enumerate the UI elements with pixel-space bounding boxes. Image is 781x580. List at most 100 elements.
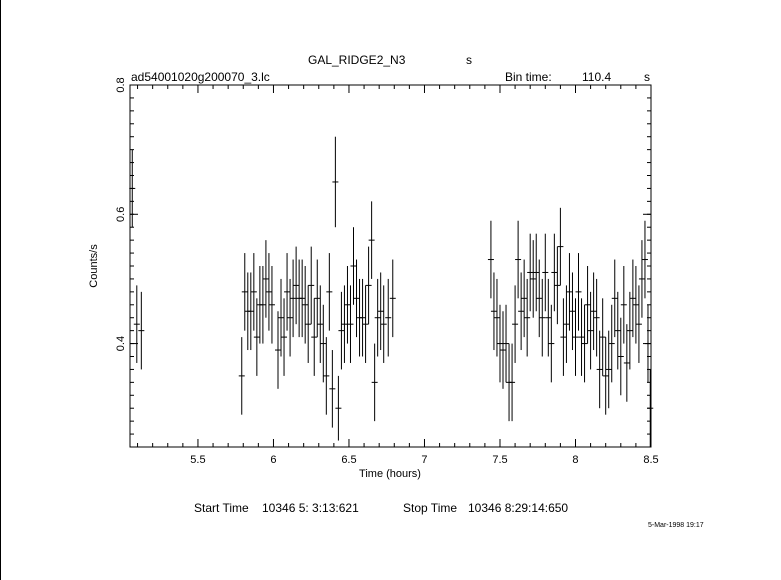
data-point (138, 291, 145, 370)
data-point (554, 246, 561, 325)
data-point (629, 259, 636, 338)
y-tick-label: 0.4 (115, 336, 127, 351)
x-tick-label: 8 (572, 454, 578, 466)
file-name: ad54001020g200070_3.lc (131, 70, 270, 84)
x-tick-label: 6.5 (341, 454, 356, 466)
data-point (278, 278, 285, 357)
stop-time-label: Stop Time (403, 501, 458, 515)
data-point (638, 240, 645, 318)
bin-time-label: Bin time: (505, 70, 552, 84)
data-point (527, 233, 534, 312)
data-point (129, 149, 136, 228)
bin-time-unit: s (644, 70, 650, 84)
data-point (323, 337, 330, 415)
data-point (515, 220, 522, 299)
data-point (590, 272, 597, 351)
x-tick-label: 7.5 (492, 454, 507, 466)
data-point (496, 304, 503, 383)
data-point (512, 285, 519, 363)
data-point (557, 207, 564, 286)
data-point (578, 298, 585, 376)
window-left-edge (0, 0, 1, 580)
data-point (250, 253, 257, 331)
date-stamp: 5-Mar-1998 19:17 (648, 522, 704, 529)
x-axis-label: Time (hours) (359, 468, 421, 480)
data-point (626, 291, 633, 370)
start-time-label: Start Time (194, 501, 249, 515)
data-point (599, 298, 606, 376)
data-point (560, 298, 567, 376)
data-point (380, 285, 387, 363)
y-tick-label: 0.6 (115, 207, 127, 222)
data-point (524, 278, 531, 357)
data-point (575, 253, 582, 331)
data-point (259, 266, 266, 344)
data-point (359, 278, 366, 357)
axis-ticks: 5.5 6 6.5 7 7.5 8 8.5 0.4 0.6 0.8 (115, 77, 659, 466)
data-point (344, 266, 351, 344)
data-point (644, 304, 651, 383)
bin-time-value: 110.4 (582, 70, 612, 84)
data-points (129, 136, 654, 447)
data-point (641, 220, 648, 299)
data-point (389, 259, 396, 338)
data-point (587, 291, 594, 370)
data-point (268, 266, 275, 344)
data-point (605, 330, 612, 409)
data-point (362, 285, 369, 363)
data-point (493, 278, 500, 357)
data-point (593, 278, 600, 357)
data-point (238, 337, 245, 415)
data-point (521, 259, 528, 338)
data-point (542, 233, 549, 312)
data-point (371, 343, 378, 422)
data-point (377, 272, 384, 351)
data-point (572, 298, 579, 376)
data-point (308, 246, 315, 325)
data-point (374, 278, 381, 357)
data-point (548, 304, 555, 383)
data-point (133, 285, 140, 363)
data-point (350, 227, 357, 305)
data-point (281, 298, 288, 376)
data-point (253, 298, 260, 376)
data-point (385, 278, 392, 357)
data-point (611, 259, 618, 338)
data-point (563, 285, 570, 363)
data-point (596, 330, 603, 409)
data-point (317, 285, 324, 363)
data-point (632, 266, 639, 344)
data-point (569, 272, 576, 351)
start-time-value: 10346 5: 3:13:621 (262, 501, 359, 515)
data-point (320, 304, 327, 383)
x-tick-label: 5.5 (190, 454, 205, 466)
data-point (247, 272, 254, 351)
data-point (500, 311, 507, 389)
data-point (551, 233, 558, 312)
data-point (332, 136, 339, 228)
data-point (581, 304, 588, 383)
data-point (347, 285, 354, 363)
data-point (503, 304, 510, 383)
data-point (539, 278, 546, 357)
data-point (623, 324, 630, 402)
data-point (509, 343, 516, 422)
data-point (584, 266, 591, 344)
data-point (241, 253, 248, 331)
data-point (290, 259, 297, 338)
data-point (311, 298, 318, 376)
title-unit: s (466, 53, 472, 67)
data-point (530, 240, 537, 318)
data-point (287, 278, 294, 357)
data-point (533, 233, 540, 312)
x-tick-label: 8.5 (643, 454, 658, 466)
stop-time-value: 10346 8:29:14:650 (468, 501, 569, 515)
chart-title: GAL_RIDGE2_N3 (308, 53, 406, 67)
data-point (368, 201, 375, 279)
data-point (365, 246, 372, 325)
data-point (545, 278, 552, 357)
data-point (608, 304, 615, 383)
data-point (335, 375, 342, 441)
data-point (299, 259, 306, 338)
